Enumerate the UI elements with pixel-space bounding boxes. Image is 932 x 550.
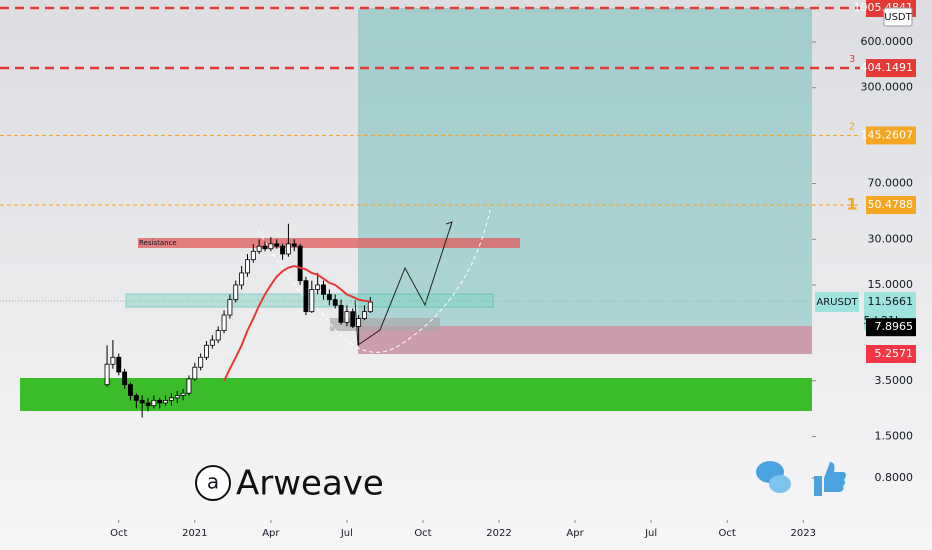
candle-body (285, 243, 291, 255)
level-tag (866, 196, 916, 215)
x-tick-label: Oct (414, 528, 431, 539)
price-label: 11.5661 (868, 295, 914, 308)
candle-body (186, 378, 192, 394)
candle-body (315, 284, 321, 290)
currency: USDT (884, 12, 912, 23)
x-tick-label: 2023 (790, 528, 815, 539)
candle-body (198, 356, 204, 368)
x-tick-label: Oct (110, 528, 127, 539)
candle-body (268, 243, 274, 250)
price-mark-tag (866, 318, 916, 337)
candle-body (221, 314, 227, 331)
candle-body (338, 304, 344, 323)
level-number: 3 (849, 54, 855, 65)
social-icons (756, 461, 846, 496)
candle-body (163, 399, 169, 404)
candle-body (209, 339, 215, 346)
level-tag (866, 126, 916, 145)
candle-body (326, 293, 332, 301)
candle-body (280, 245, 286, 255)
candle-body (332, 299, 338, 306)
candle-body (350, 311, 356, 327)
y-tick-label: 1.5000 (875, 430, 914, 443)
candle-body (256, 245, 262, 252)
resistance-label: Resistance (139, 239, 177, 247)
candle-body (180, 392, 186, 396)
candle-body (245, 259, 250, 274)
candle-body (151, 399, 157, 407)
candle-body (133, 395, 139, 401)
candle-body (274, 243, 280, 247)
x-tick-label: Jul (340, 528, 353, 539)
level-label: 404.1491 (861, 61, 914, 74)
candle-body (139, 399, 145, 404)
drawings: Resistance (0, 8, 812, 411)
level-tag (866, 59, 916, 78)
y-tick-label: 30.0000 (868, 232, 914, 245)
candle-body (110, 356, 116, 365)
x-tick-label: Jul (644, 528, 657, 539)
candle-body (204, 344, 209, 358)
moving-average (223, 264, 371, 382)
symbol: ARUSDT (816, 297, 858, 308)
chat-icon (769, 475, 791, 493)
candle-body (157, 399, 163, 404)
candle-body (367, 301, 373, 313)
logo-letter: a (207, 470, 219, 494)
y-tick-label: 70.0000 (868, 177, 914, 190)
support-zone (20, 378, 812, 411)
brand-name: Arweave (236, 464, 384, 504)
price-mark-label: 7.8965 (875, 320, 914, 333)
y-tick-label: 300.0000 (861, 81, 914, 94)
candle-body (303, 280, 309, 313)
brand: a Arweave (195, 464, 384, 504)
candle-body (145, 402, 151, 407)
candle-body (174, 395, 180, 399)
projection-arrow (354, 221, 453, 346)
candle-body (128, 384, 133, 396)
resistance-zone (138, 238, 520, 248)
candle-body (250, 250, 256, 261)
y-tick-label: 0.8000 (875, 471, 914, 484)
level-number: 1 (846, 195, 857, 214)
level-label: 50.4788 (868, 198, 914, 211)
candle-body (215, 330, 221, 341)
y-tick-label: 3.5000 (875, 374, 914, 387)
cup-curve (257, 209, 491, 353)
candle-body (309, 289, 315, 313)
x-tick-label: 2022 (486, 528, 511, 539)
x-tick-label: Apr (262, 528, 280, 539)
level-number: 2 (849, 121, 855, 132)
candle-body (356, 318, 362, 327)
like-icon (814, 462, 846, 496)
x-tick-label: 2021 (182, 528, 207, 539)
candle-body (239, 272, 245, 286)
candle-body (297, 245, 303, 282)
candle-body (192, 366, 198, 380)
profit-zone (358, 8, 812, 326)
candle-body (291, 243, 297, 247)
candle-body (104, 363, 110, 386)
logo (195, 465, 231, 501)
candle-body (233, 284, 239, 301)
candle-body (362, 311, 367, 319)
x-tick-label: Apr (566, 528, 584, 539)
price-mark-tag (866, 344, 916, 363)
candle-body (227, 299, 233, 316)
y-tick-label: 600.0000 (861, 35, 914, 48)
candle-body (321, 284, 326, 295)
y-tick-label: 15.0000 (868, 278, 914, 291)
candle-body (262, 245, 268, 250)
currency-box (883, 7, 913, 27)
level-label: 145.2607 (861, 128, 914, 141)
candle-body (344, 311, 350, 323)
candle-body (122, 371, 128, 386)
x-tick-label: Oct (719, 528, 736, 539)
symbol-tag (815, 292, 859, 313)
price-mark-label: 5.2571 (875, 347, 914, 360)
candle-body (168, 397, 174, 401)
candle-body (116, 356, 122, 373)
